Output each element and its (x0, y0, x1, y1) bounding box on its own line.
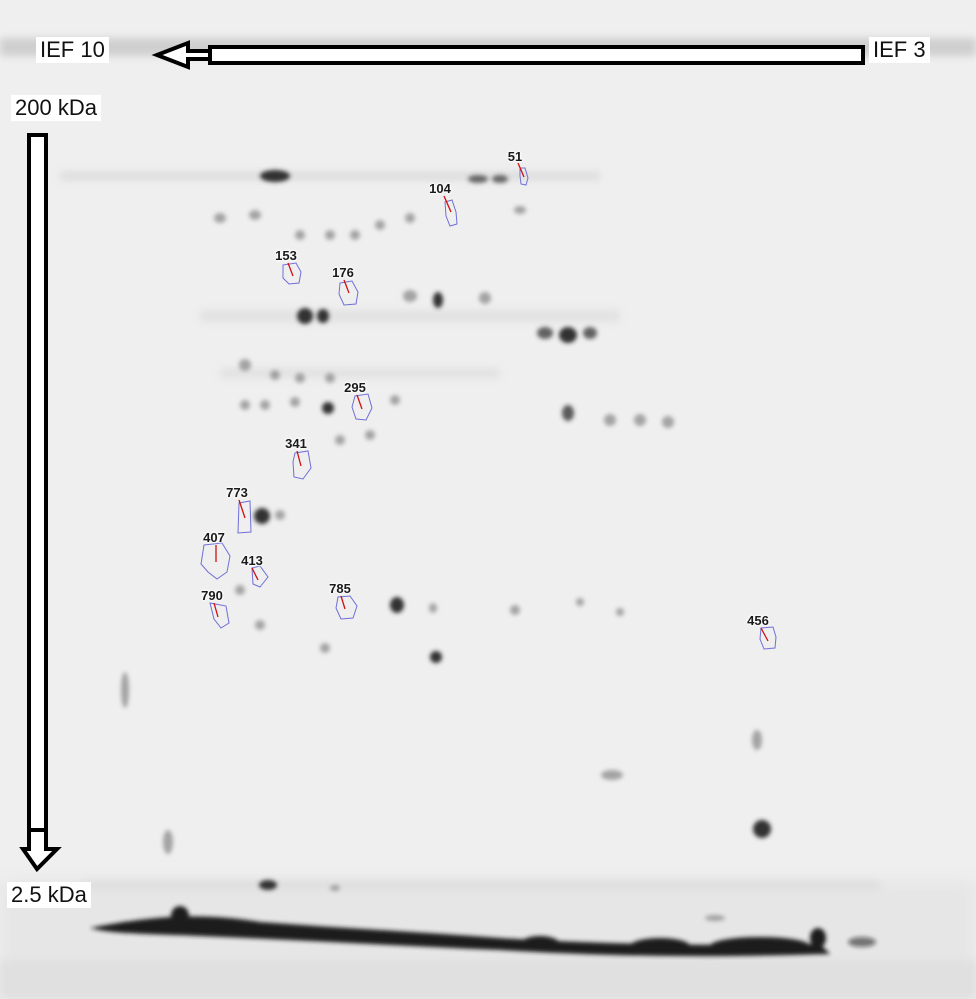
spot-label-176: 176 (332, 265, 354, 280)
ief-arrow (151, 40, 865, 70)
dye-front (90, 906, 876, 957)
spot-pointer-773 (238, 499, 246, 519)
ief-3-label: IEF 3 (869, 37, 930, 63)
strong-spots (254, 170, 771, 890)
ief-10-label: IEF 10 (36, 37, 109, 63)
spot-label-407: 407 (203, 530, 225, 545)
spot-outline-153 (282, 262, 302, 285)
spot-label-341: 341 (285, 436, 307, 451)
spot-outline-773 (237, 500, 252, 534)
spot-label-295: 295 (344, 380, 366, 395)
gel-bottom-edge (0, 960, 976, 999)
spot-label-413: 413 (241, 553, 263, 568)
spot-outline-295 (351, 393, 373, 421)
spot-label-104: 104 (429, 181, 451, 196)
spot-outline-785 (335, 595, 358, 620)
spot-outline-51 (519, 167, 529, 186)
ief-arrow-shaft (208, 45, 865, 65)
mw-2-5kda-label: 2.5 kDa (7, 882, 91, 908)
spot-outlines (200, 167, 777, 650)
spot-pointer-341 (296, 450, 302, 467)
faint-spots (121, 206, 762, 921)
spot-label-51: 51 (507, 149, 523, 164)
spot-pointer-785 (340, 595, 346, 610)
spot-label-773: 773 (226, 485, 248, 500)
spot-pointer-104 (443, 195, 452, 213)
spot-label-456: 456 (747, 613, 769, 628)
spot-pointer-176 (343, 279, 350, 294)
spot-outline-407 (200, 542, 231, 580)
spot-label-790: 790 (201, 588, 223, 603)
mw-arrow-shaft (27, 133, 48, 833)
spot-pointer-295 (356, 394, 363, 410)
mw-arrow-head (19, 828, 62, 873)
spot-pointer-790 (213, 602, 219, 618)
ief-arrow-head (151, 40, 212, 70)
spot-pointer-51 (517, 162, 525, 178)
spot-outline-413 (251, 565, 269, 588)
spot-pointer-153 (287, 262, 294, 277)
spot-label-785: 785 (329, 581, 351, 596)
spot-outline-790 (209, 602, 230, 629)
spot-outline-456 (759, 626, 777, 650)
spot-outline-176 (338, 280, 359, 306)
spot-pointers (213, 162, 769, 642)
spot-outline-104 (444, 199, 458, 227)
spot-pointer-456 (760, 627, 769, 642)
mw-200kda-label: 200 kDa (11, 95, 101, 121)
mw-arrow (19, 133, 62, 873)
spot-outline-341 (292, 450, 312, 480)
spot-pointer-413 (251, 567, 259, 581)
spot-label-153: 153 (275, 248, 297, 263)
